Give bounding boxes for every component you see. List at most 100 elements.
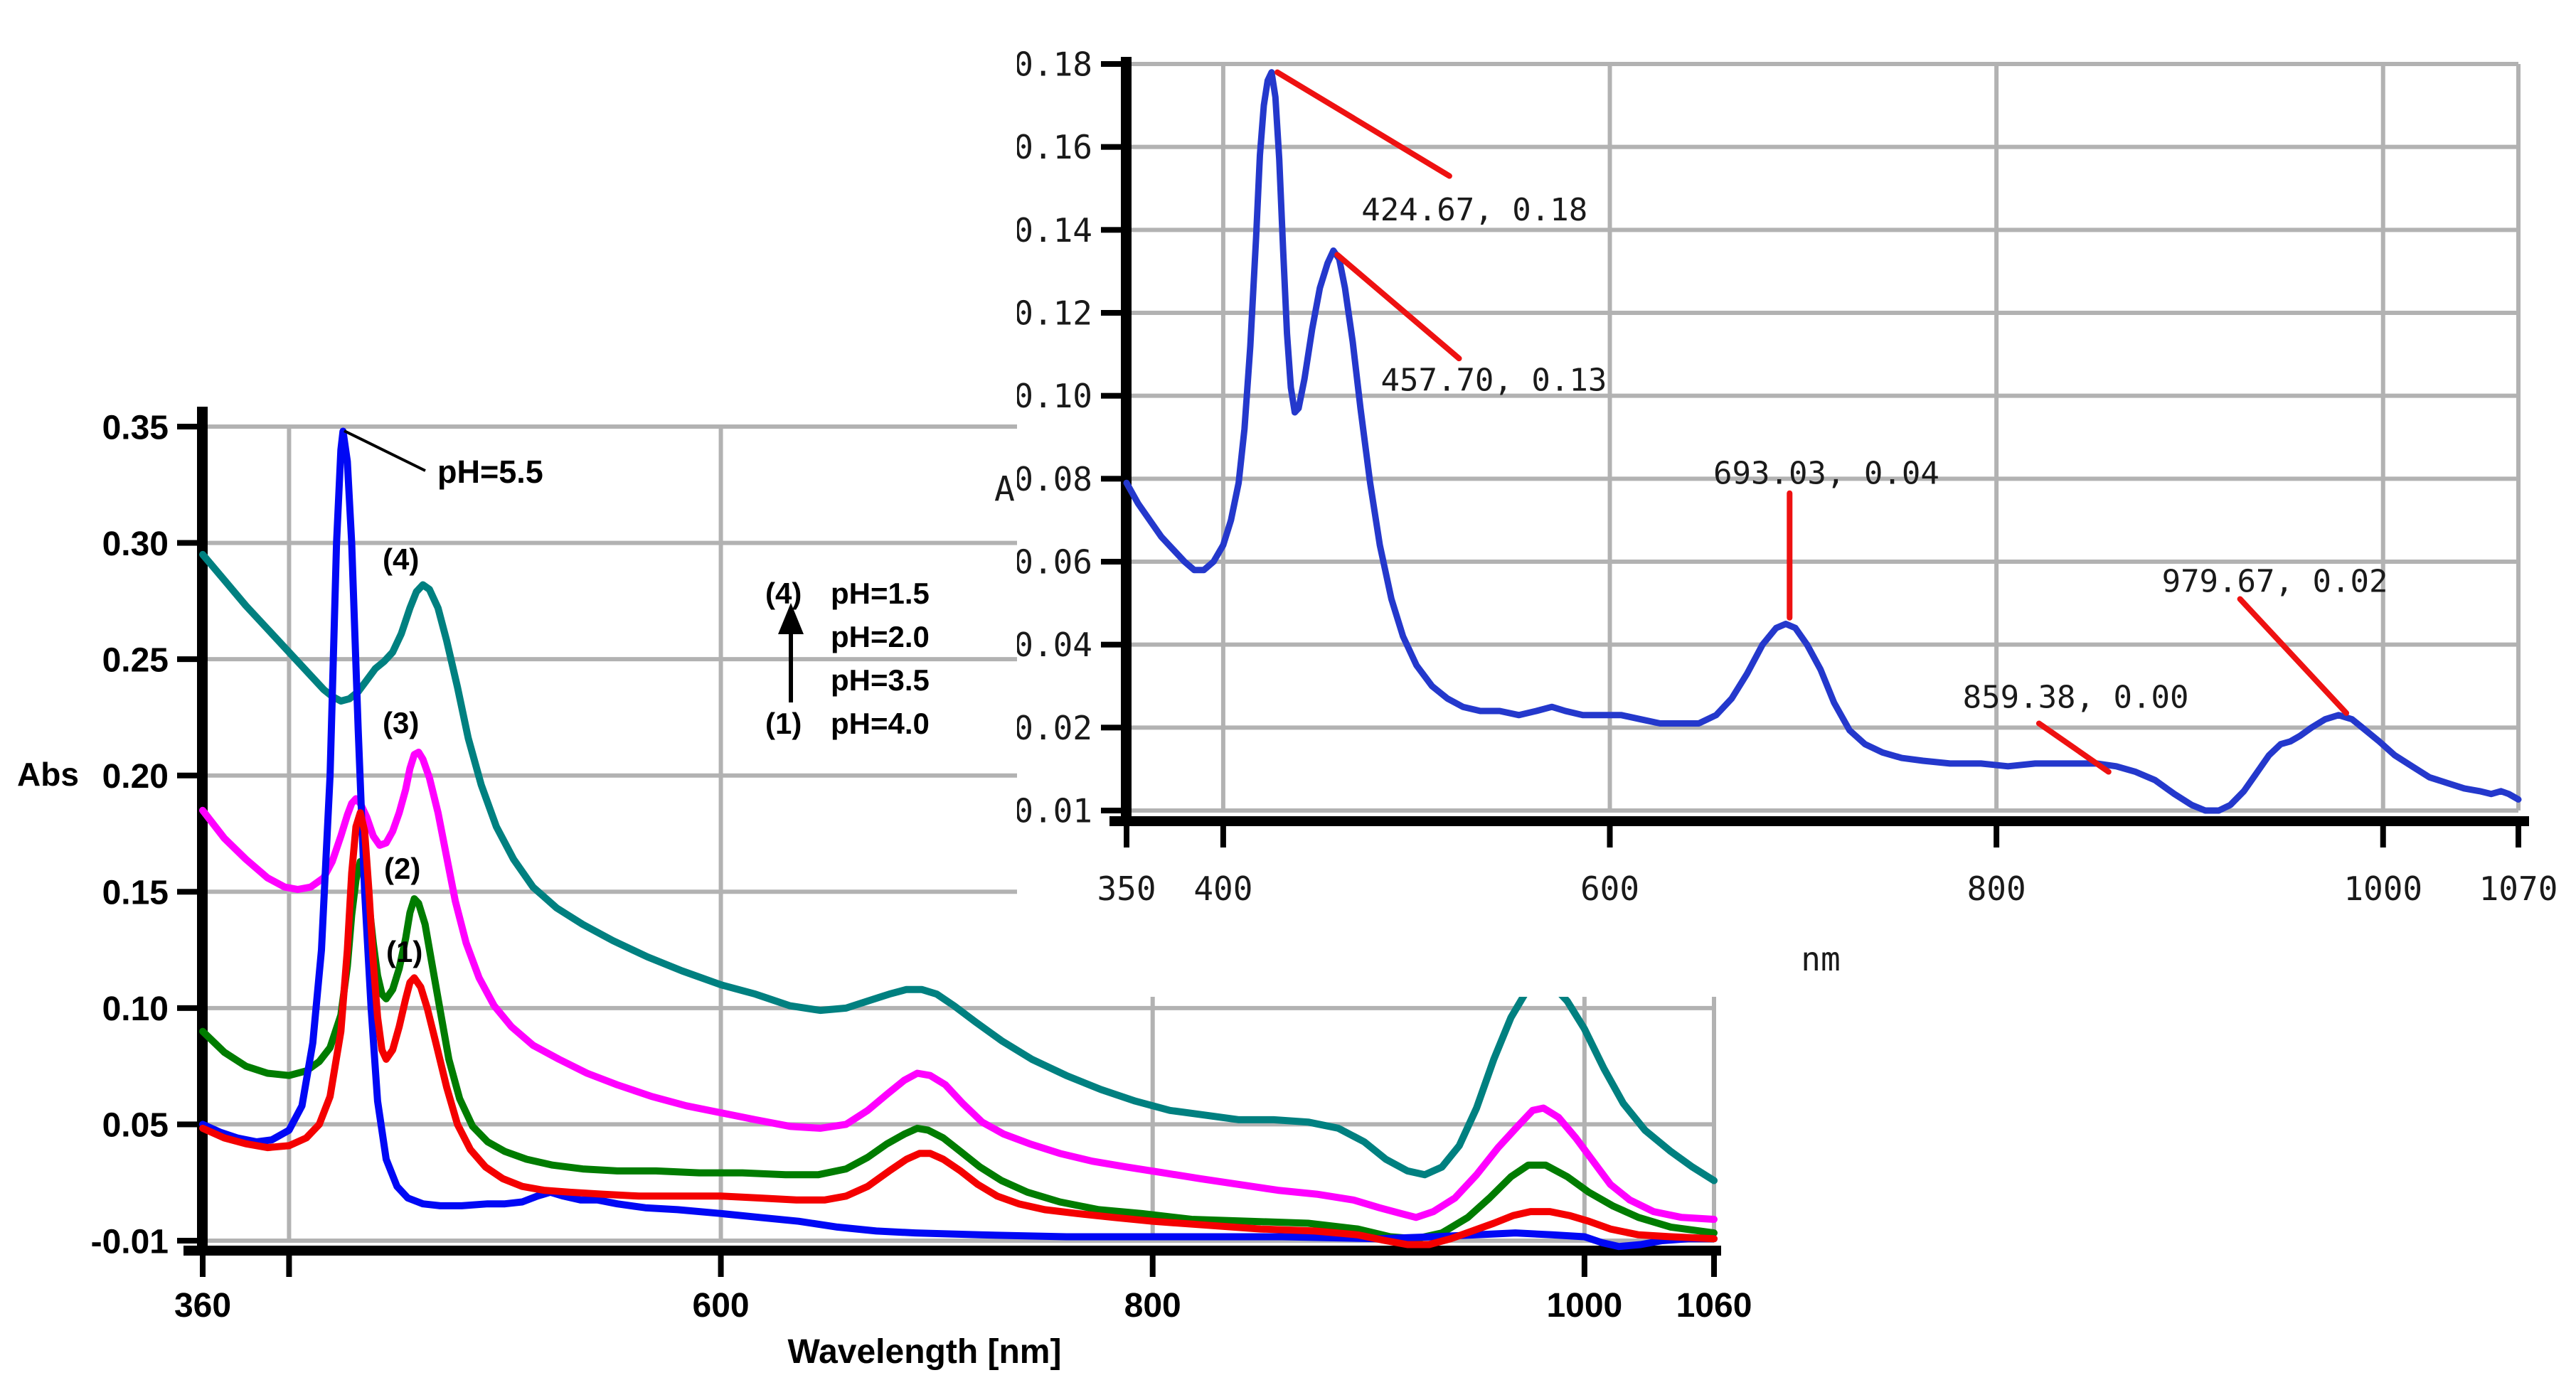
y-tick	[1101, 808, 1121, 813]
x-tick	[1994, 826, 2000, 847]
legend-row-prefix: (4)	[765, 577, 802, 610]
x-tick	[1581, 1256, 1587, 1277]
series--4-pH-1.5	[199, 550, 1718, 1185]
right-peaks-chart: 0.18 0.16 0.14 0.12 0.10 0.08 0.06 0.04 0.02 -0.0…	[1017, 46, 2558, 908]
y-tick-label: 0.25	[102, 641, 169, 679]
x-tick	[1149, 1256, 1156, 1277]
x-tick-label-1000: 1000	[1546, 1287, 1622, 1325]
legend-row-4: (1) pH=4.0	[765, 702, 930, 745]
series-A	[1123, 69, 2522, 814]
y-tick	[1101, 559, 1121, 565]
y-tick-label: 0.06	[1017, 543, 1092, 582]
y-tick-label: 0.30	[102, 525, 169, 563]
y-tick-label: 0.05	[102, 1107, 169, 1145]
x-tick	[2516, 826, 2521, 847]
legend-row-label: pH=1.5	[831, 577, 930, 610]
annotation-label-693.03: 693.03, 0.04	[1713, 456, 1939, 492]
y-tick-label: 0.02	[1017, 709, 1092, 747]
x-tick-label-360: 360	[174, 1287, 231, 1325]
y-axis-line	[197, 407, 208, 1256]
x-axis-line	[1109, 816, 2529, 826]
x-tick-label-350: 350	[1097, 870, 1156, 908]
x-tick-label-800: 800	[1967, 870, 2026, 908]
ph55-leader-line	[344, 429, 426, 472]
legend-row-label: pH=2.0	[831, 620, 930, 653]
y-tick	[177, 1238, 197, 1244]
y-tick-label: 0.04	[1017, 626, 1092, 664]
y-tick	[1101, 476, 1121, 482]
y-tick	[1101, 227, 1121, 233]
y-tick-label: 0.10	[1017, 377, 1092, 415]
right-inset-chart-panel: 0.18 0.16 0.14 0.12 0.10 0.08 0.06 0.04 0.02 -0.0…	[1017, 0, 2576, 997]
x-tick-label-600: 600	[693, 1287, 750, 1325]
legend-arrow-head	[778, 603, 804, 634]
y-tick	[177, 889, 197, 895]
y-tick	[1101, 144, 1121, 150]
legend-row-2: pH=2.0	[765, 615, 930, 658]
y-tick	[1101, 724, 1121, 731]
x-tick	[1607, 826, 1613, 847]
x-tick	[1220, 826, 1226, 847]
curve-label-2: (2)	[384, 852, 421, 885]
x-tick-label-600: 600	[1580, 870, 1639, 908]
legend-row-label: pH=4.0	[831, 707, 930, 740]
y-axis-line	[1121, 57, 1132, 826]
y-tick-label: 0.18	[1017, 46, 1092, 84]
curve-label-1: (1)	[386, 935, 423, 968]
y-tick	[177, 424, 197, 429]
y-tick-label: 0.14	[1017, 211, 1092, 250]
annotation-label-859.38: 859.38, 0.00	[1963, 680, 2189, 716]
y-tick	[1101, 310, 1121, 316]
x-tick-label-1000: 1000	[2343, 870, 2422, 908]
curve-label-3: (3)	[383, 706, 420, 739]
curve-label-4: (4)	[383, 542, 420, 576]
right-x-axis-title: nm	[1801, 940, 1841, 978]
ph55-peak-annotation: pH=5.5	[437, 454, 543, 490]
y-tick-label: 0.20	[102, 758, 169, 796]
y-tick	[177, 540, 197, 546]
y-tick-label: 0.08	[1017, 460, 1092, 498]
annotation-label-424.67: 424.67, 0.18	[1361, 192, 1587, 228]
y-tick	[177, 772, 197, 779]
x-tick	[2380, 826, 2386, 847]
y-tick-label: 0.12	[1017, 294, 1092, 333]
x-tick	[718, 1256, 724, 1277]
ph-legend: (4) pH=1.5 pH=2.0 pH=3.5 (1) pH=4.0	[765, 572, 930, 745]
y-tick	[177, 656, 197, 663]
x-tick-label-400: 400	[1193, 870, 1252, 908]
y-tick	[177, 1005, 197, 1011]
x-tick	[286, 1256, 292, 1277]
x-tick-label-1060: 1060	[1676, 1287, 1752, 1325]
y-tick-label: 0.10	[102, 990, 169, 1028]
left-x-axis-title: Wavelength [nm]	[787, 1333, 1062, 1371]
y-tick-label: -0.01	[91, 1223, 169, 1261]
annotation-line-424.67	[1274, 69, 1452, 179]
x-tick-label-1070: 1070	[2479, 870, 2558, 908]
annotation-label-457.70: 457.70, 0.13	[1380, 362, 1607, 398]
x-tick-label-800: 800	[1124, 1287, 1181, 1325]
legend-row-label: pH=3.5	[831, 663, 930, 697]
x-tick	[1711, 1256, 1717, 1277]
annotation-line-457.70	[1334, 252, 1462, 362]
y-tick-label: -0.01	[1017, 792, 1092, 830]
legend-row-prefix: (1)	[765, 707, 802, 740]
y-tick-label: 0.16	[1017, 128, 1092, 166]
x-tick	[200, 1256, 206, 1277]
annotation-line-979.67	[2237, 596, 2350, 716]
left-y-axis-title: Abs	[17, 756, 79, 793]
annotation-line-859.38	[2035, 720, 2112, 775]
y-tick	[1101, 392, 1121, 399]
y-tick	[177, 1121, 197, 1128]
y-tick-label: 0.35	[102, 409, 169, 446]
y-tick	[1101, 641, 1121, 648]
y-tick	[1101, 61, 1121, 67]
x-axis-line	[183, 1246, 1721, 1256]
series--1-pH-4.0	[199, 809, 1718, 1248]
legend-row-1: (4) pH=1.5	[765, 572, 930, 615]
annotation-label-979.67: 979.67, 0.02	[2162, 563, 2388, 599]
x-tick	[1124, 826, 1129, 847]
y-tick-label: 0.15	[102, 875, 169, 912]
right-y-axis-title: A	[994, 469, 1015, 509]
legend-row-3: pH=3.5	[765, 658, 930, 702]
